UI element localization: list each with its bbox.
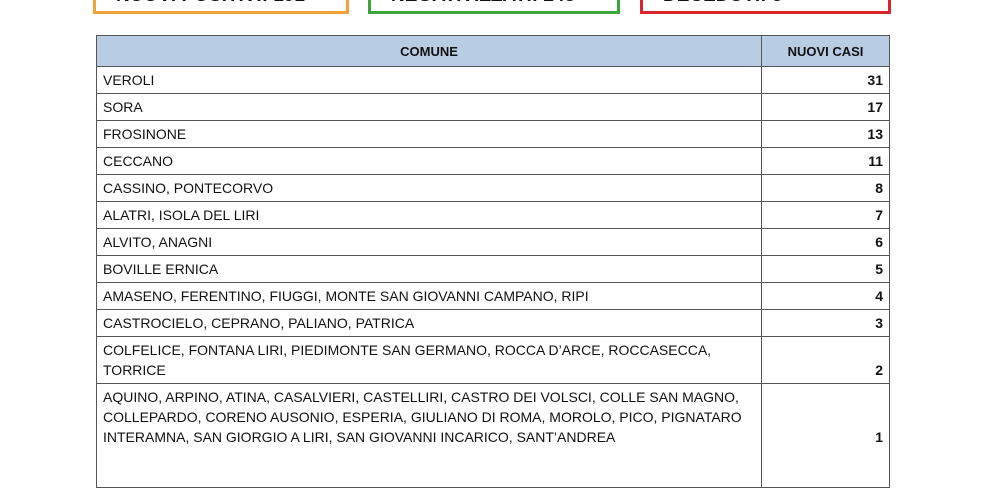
table-row: CASTROCIELO, CEPRANO, PALIANO, PATRICA 3: [96, 309, 890, 337]
cases-cell: 3: [761, 309, 890, 337]
cases-cell: 13: [761, 120, 890, 148]
header-cell: COMUNE: [96, 35, 762, 67]
cases-cell: 6: [761, 228, 890, 256]
comune-cell: COLFELICE, FONTANA LIRI, PIEDIMONTE SAN …: [96, 336, 762, 384]
summary-box: NEGATIVIZZATI: 248: [368, 0, 620, 14]
table-row: VEROLI 31: [96, 66, 890, 94]
cases-cell: 8: [761, 174, 890, 202]
comune-cell: CASTROCIELO, CEPRANO, PALIANO, PATRICA: [96, 309, 762, 337]
table-row: AMASENO, FERENTINO, FIUGGI, MONTE SAN GI…: [96, 282, 890, 310]
cases-cell: 1: [761, 383, 890, 488]
comune-cell: CECCANO: [96, 147, 762, 175]
cases-cell: 5: [761, 255, 890, 283]
comune-cell: ALVITO, ANAGNI: [96, 228, 762, 256]
table-row: COLFELICE, FONTANA LIRI, PIEDIMONTE SAN …: [96, 336, 890, 384]
cases-cell: 4: [761, 282, 890, 310]
comune-cell: BOVILLE ERNICA: [96, 255, 762, 283]
table-row: BOVILLE ERNICA 5: [96, 255, 890, 283]
comune-cell: FROSINONE: [96, 120, 762, 148]
cases-table: COMUNE NUOVI CASI VEROLI 31 SORA 17 FROSINON…: [96, 35, 890, 488]
table-row: CECCANO 11: [96, 147, 890, 175]
table-row: ALVITO, ANAGNI 6: [96, 228, 890, 256]
comune-cell: AMASENO, FERENTINO, FIUGGI, MONTE SAN GI…: [96, 282, 762, 310]
cases-cell: 11: [761, 147, 890, 175]
cases-cell: 2: [761, 336, 890, 384]
cases-cell: 7: [761, 201, 890, 229]
comune-cell: VEROLI: [96, 66, 762, 94]
comune-cell: SORA: [96, 93, 762, 121]
summary-box: NUOVI POSITIVI: 191: [93, 0, 349, 14]
comune-cell: AQUINO, ARPINO, ATINA, CASALVIERI, CASTE…: [96, 383, 762, 488]
cases-cell: 31: [761, 66, 890, 94]
header-row: COMUNE NUOVI CASI: [96, 35, 890, 67]
summary-box: DECEDUTI: 3: [640, 0, 891, 14]
table-row: AQUINO, ARPINO, ATINA, CASALVIERI, CASTE…: [96, 383, 890, 488]
comune-cell: CASSINO, PONTECORVO: [96, 174, 762, 202]
table-row: CASSINO, PONTECORVO 8: [96, 174, 890, 202]
header-cell: NUOVI CASI: [761, 35, 890, 67]
table-row: FROSINONE 13: [96, 120, 890, 148]
table-row: ALATRI, ISOLA DEL LIRI 7: [96, 201, 890, 229]
page: NUOVI POSITIVI: 191 NEGATIVIZZATI: 248 D…: [93, 0, 891, 488]
table-row: SORA 17: [96, 93, 890, 121]
comune-cell: ALATRI, ISOLA DEL LIRI: [96, 201, 762, 229]
cases-cell: 17: [761, 93, 890, 121]
